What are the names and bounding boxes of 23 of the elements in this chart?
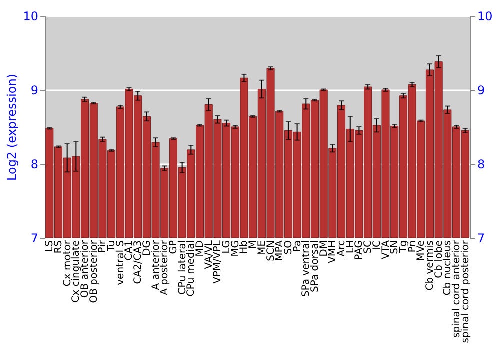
x-tick-label: Pa (292, 240, 304, 252)
x-tick-label: Cb lobe (434, 240, 445, 278)
y2-tick-label: 7 (478, 232, 486, 246)
x-tick-label: MVe (416, 240, 428, 262)
x-tick-label: GP (168, 240, 180, 254)
y-tick-label: 10 (23, 10, 38, 24)
x-tick-label: IC (372, 240, 383, 250)
y-tick-label: 8 (30, 158, 38, 172)
y2-tick-label: 10 (478, 10, 493, 24)
x-tick-label: ME (256, 240, 268, 256)
x-tick-label: DG (142, 240, 153, 256)
y-axis-title: Log2 (expression) (5, 74, 20, 181)
y2-tick-label: 8 (478, 158, 486, 172)
x-tick-label: A posterior (160, 240, 171, 296)
y2-tick-label: 9 (478, 84, 486, 98)
x-tick-label: spinal cord posterior (460, 240, 472, 344)
x-tick-label: OB posterior (88, 240, 100, 304)
x-tick-label: SPa dorsal (310, 240, 321, 292)
y-tick-label: 7 (30, 232, 38, 246)
y-tick-label: 9 (30, 84, 38, 98)
x-tick-label: SO (283, 240, 294, 255)
x-tick-label: Tg (398, 240, 410, 254)
x-tick-label: RS (53, 240, 64, 254)
